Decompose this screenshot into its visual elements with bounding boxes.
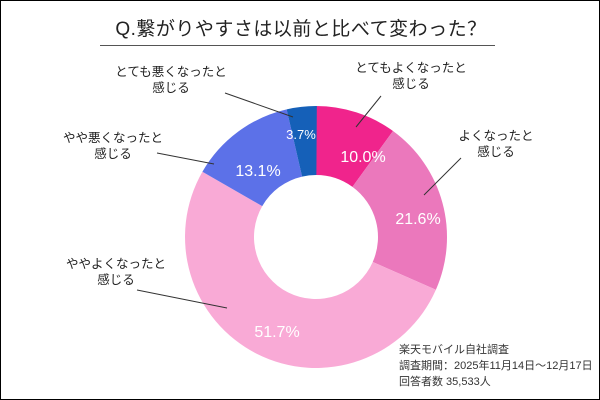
svg-text:51.7%: 51.7% — [254, 324, 299, 341]
svg-text:13.1%: 13.1% — [235, 163, 280, 180]
svg-text:10.0%: 10.0% — [340, 149, 385, 166]
svg-text:3.7%: 3.7% — [286, 127, 316, 142]
svg-text:21.6%: 21.6% — [395, 211, 440, 228]
